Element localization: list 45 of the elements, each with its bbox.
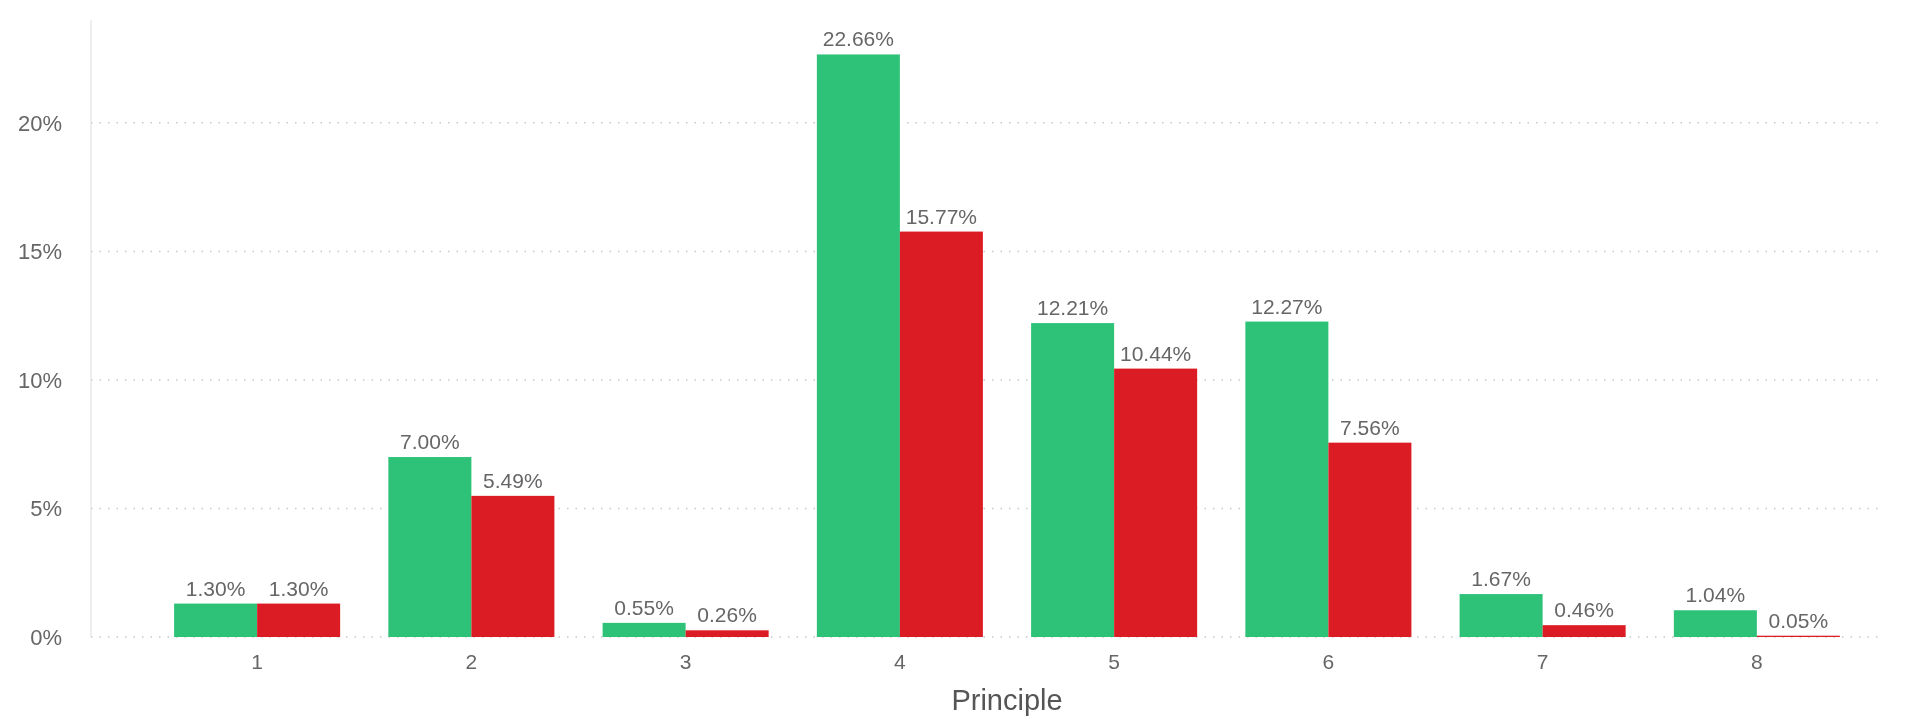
data-label: 1.30% [185,576,246,600]
bar [685,630,769,637]
y-tick-label: 5% [30,496,62,522]
bar [816,54,900,637]
data-label: 0.46% [1554,598,1614,622]
data-label: 15.77% [905,204,977,228]
y-tick-label: 20% [17,110,62,136]
bar [1114,368,1198,637]
bar [602,622,686,637]
x-tick-label: 5 [1108,650,1120,673]
y-tick-label: 0% [30,624,62,650]
data-label: 0.05% [1768,608,1829,632]
x-tick-label: 3 [679,650,692,673]
x-tick-label: 8 [1751,650,1763,673]
bar [1328,442,1412,637]
bar [1245,321,1329,637]
data-label: 1.67% [1471,567,1531,591]
x-tick-label: 7 [1536,650,1549,673]
x-axis-title: Principle [951,684,1063,716]
bar [471,495,555,637]
x-tick-label: 1 [251,650,263,673]
data-label: 1.04% [1685,583,1746,607]
x-tick-label: 2 [465,650,478,673]
bar [1031,323,1115,637]
x-tick-label: 4 [894,650,907,673]
bar [257,603,341,637]
data-label: 22.66% [822,27,894,51]
data-label: 0.26% [697,603,757,627]
data-label: 7.56% [1340,415,1400,439]
data-label: 7.00% [400,430,460,454]
bar [1673,610,1757,637]
bar [899,231,983,637]
bar [1459,594,1543,637]
data-label: 1.30% [268,576,329,600]
x-tick-label: 6 [1322,650,1335,673]
data-label: 5.49% [483,468,543,492]
data-label: 10.44% [1120,341,1192,365]
y-tick-label: 15% [17,239,62,265]
data-label: 12.21% [1037,296,1109,320]
bar [174,603,258,637]
y-tick-label: 10% [17,367,62,393]
bar [1542,625,1626,637]
data-label: 12.27% [1251,294,1323,318]
data-label: 0.55% [614,595,674,619]
bar [388,457,472,637]
